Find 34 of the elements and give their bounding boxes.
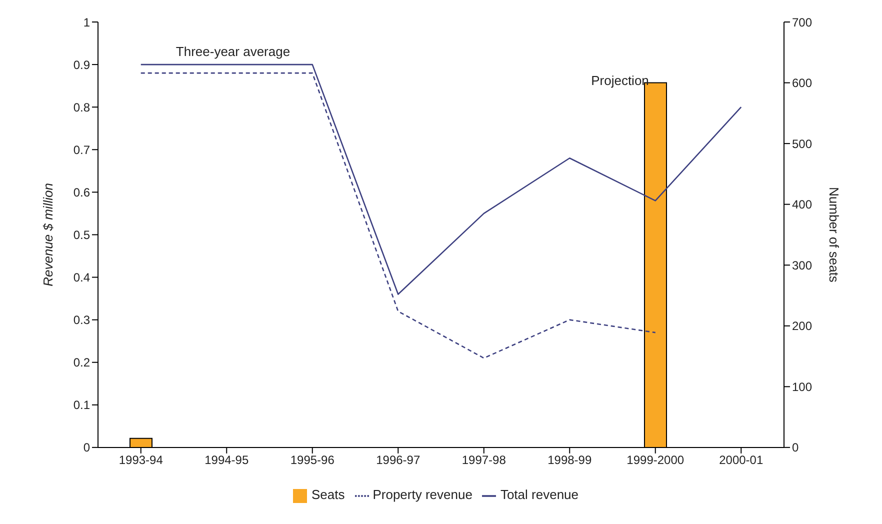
y2-tick-label: 400 (792, 198, 812, 212)
legend-label: Seats (311, 487, 345, 502)
annotation: Three-year average (176, 44, 290, 59)
y-tick-label: 0.4 (73, 270, 90, 285)
y-tick-label: 0.5 (73, 228, 90, 242)
y-tick-label: 0.2 (73, 356, 90, 370)
x-tick-label: 1995-96 (290, 452, 335, 467)
y-axis-title: Revenue $ million (40, 183, 56, 286)
y2-tick-label: 600 (792, 76, 812, 90)
x-tick-label: 1999-2000 (626, 452, 684, 467)
y-tick-label: 0 (83, 440, 90, 455)
y-tick-label: 0.7 (73, 142, 90, 157)
y-tick-label: 1 (83, 15, 90, 30)
y-tick-label: 0.6 (73, 185, 90, 200)
x-tick-label: 1993-94 (118, 452, 164, 467)
legend-label: Property revenue (372, 487, 472, 502)
y2-tick-label: 700 (792, 15, 812, 30)
y-tick-label: 0.1 (73, 398, 90, 412)
y2-tick-label: 200 (792, 319, 812, 334)
x-tick-label: 1997-98 (462, 452, 506, 467)
y-tick-label: 0.3 (73, 313, 90, 328)
y-tick-label: 0.9 (73, 58, 90, 72)
x-tick-label: 1994-95 (204, 452, 249, 467)
y2-tick-label: 500 (792, 136, 812, 151)
x-tick-label: 2000-01 (719, 452, 764, 467)
annotation: Projection (591, 73, 649, 88)
y2-axis-title: Number of seats (826, 187, 842, 283)
x-tick-label: 1996-97 (376, 452, 420, 467)
y-tick-label: 0.8 (73, 100, 90, 114)
y2-tick-label: 100 (792, 380, 812, 394)
y2-tick-label: 300 (792, 258, 812, 272)
y2-tick-label: 0 (792, 440, 799, 455)
x-tick-label: 1998-99 (548, 452, 592, 467)
legend-label: Total revenue (500, 487, 579, 502)
